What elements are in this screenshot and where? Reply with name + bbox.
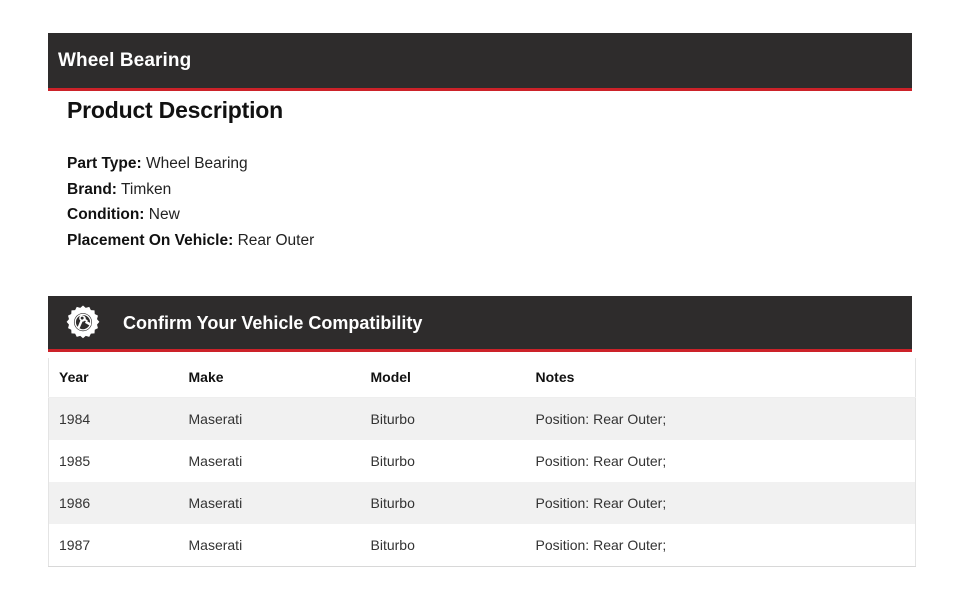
cell-notes: Position: Rear Outer; [525,440,916,482]
spec-value: Rear Outer [237,231,315,249]
cell-make: Maserati [178,524,361,567]
product-spec-list: Part Type: Wheel Bearing Brand: Timken C… [67,151,314,253]
spec-value: Wheel Bearing [145,155,248,172]
cell-make: Maserati [178,397,361,440]
cell-model: Biturbo [360,440,526,482]
column-header-year[interactable]: Year [48,358,179,398]
page-title: Wheel Bearing [58,50,192,71]
column-header-model[interactable]: Model [360,358,526,398]
spec-row-brand: Brand: Timken [67,177,314,203]
column-header-notes[interactable]: Notes [525,358,916,398]
cell-year: 1986 [48,482,179,524]
vehicle-compatibility-table: Year Make Model Notes 1984 Maserati Bitu… [48,358,916,567]
spec-value: Timken [120,180,172,198]
cell-notes: Position: Rear Outer; [525,397,916,440]
spec-label: Placement On Vehicle: [67,231,234,249]
cell-model: Biturbo [360,482,526,524]
column-header-make[interactable]: Make [178,358,361,398]
cell-year: 1987 [48,524,179,567]
cell-notes: Position: Rear Outer; [525,482,916,524]
gear-wrench-icon [66,304,100,338]
spec-label: Brand: [67,180,117,198]
product-title-banner: Wheel Bearing [48,33,912,91]
spec-row-part-type: Part Type: Wheel Bearing [67,151,314,177]
cell-model: Biturbo [360,524,526,567]
spec-value: New [148,206,180,223]
spec-row-condition: Condition: New [67,202,314,228]
cell-year: 1984 [48,397,179,440]
cell-year: 1985 [48,440,179,482]
table-header-row: Year Make Model Notes [48,358,916,398]
table-row: 1985 Maserati Biturbo Position: Rear Out… [48,440,916,482]
spec-label: Part Type: [67,155,142,172]
cell-make: Maserati [178,482,361,524]
cell-model: Biturbo [360,397,526,440]
product-description-heading: Product Description [67,97,284,123]
table-row: 1986 Maserati Biturbo Position: Rear Out… [48,482,916,524]
vehicle-compatibility-banner: Confirm Your Vehicle Compatibility [48,296,912,352]
cell-notes: Position: Rear Outer; [525,524,916,567]
spec-row-placement-on-vehicle: Placement On Vehicle: Rear Outer [67,228,314,254]
spec-label: Condition: [67,206,145,223]
compatibility-title: Confirm Your Vehicle Compatibility [123,312,423,333]
cell-make: Maserati [178,440,361,482]
table-row: 1984 Maserati Biturbo Position: Rear Out… [48,397,916,440]
table-row: 1987 Maserati Biturbo Position: Rear Out… [48,524,916,567]
